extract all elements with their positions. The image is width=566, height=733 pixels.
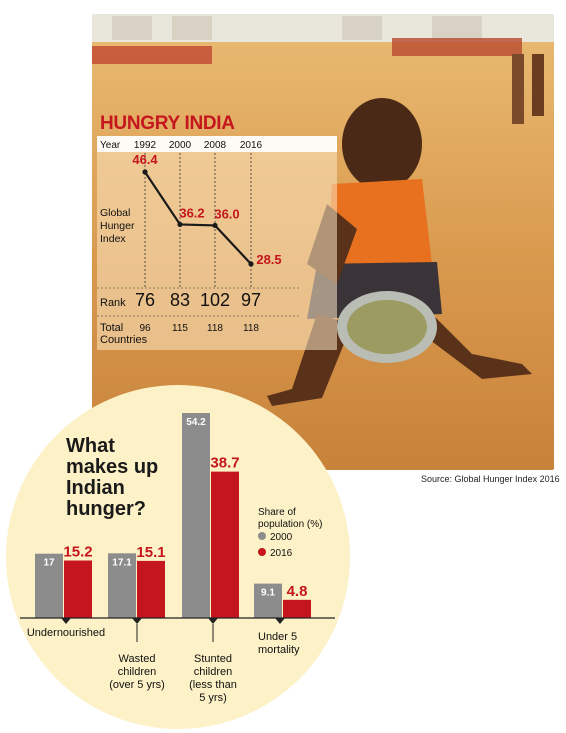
bar-2016 bbox=[64, 560, 92, 618]
legend-label-2000: 2000 bbox=[270, 532, 293, 543]
legend-swatch-2000 bbox=[258, 532, 266, 540]
bar-value-label: 17.1 bbox=[112, 557, 132, 568]
legend-label-2016: 2016 bbox=[270, 548, 293, 559]
bar-2016 bbox=[283, 599, 311, 618]
source-note: Source: Global Hunger Index 2016 bbox=[421, 474, 560, 484]
category-label: Wasted bbox=[119, 653, 156, 665]
bar-value-label: 15.2 bbox=[63, 544, 92, 561]
category-marker bbox=[275, 618, 285, 624]
legend-title: Share of bbox=[258, 507, 296, 518]
bar-2000 bbox=[35, 553, 63, 618]
bar-2016 bbox=[211, 471, 239, 618]
legend-title: population (%) bbox=[258, 519, 322, 530]
bar-value-label: 15.1 bbox=[136, 544, 165, 561]
category-label: mortality bbox=[258, 644, 300, 656]
photo-illustration bbox=[92, 14, 554, 470]
bar-chart-title-line: Indian bbox=[66, 477, 125, 499]
category-label: Under 5 bbox=[258, 631, 297, 643]
category-marker bbox=[208, 618, 218, 624]
bar-2000 bbox=[108, 553, 136, 618]
category-label: 5 yrs) bbox=[199, 692, 227, 704]
category-label: (less than bbox=[189, 679, 237, 691]
category-label: children bbox=[194, 666, 233, 678]
legend-swatch-2016 bbox=[258, 548, 266, 556]
bar-chart-title-line: hunger? bbox=[66, 498, 146, 520]
bar-2000 bbox=[254, 583, 282, 618]
category-marker bbox=[61, 618, 71, 624]
category-label: Stunted bbox=[194, 653, 232, 665]
bar-value-label: 17 bbox=[43, 558, 55, 569]
category-label: children bbox=[118, 666, 157, 678]
category-label: (over 5 yrs) bbox=[109, 679, 165, 691]
bar-value-label: 4.8 bbox=[287, 583, 308, 600]
category-label: Undernourished bbox=[27, 627, 105, 639]
bar-2016 bbox=[137, 560, 165, 618]
chart1-title: HUNGRY INDIA bbox=[100, 113, 235, 134]
background-photo bbox=[92, 14, 554, 470]
category-marker bbox=[132, 618, 142, 624]
bar-value-label: 9.1 bbox=[261, 588, 275, 599]
